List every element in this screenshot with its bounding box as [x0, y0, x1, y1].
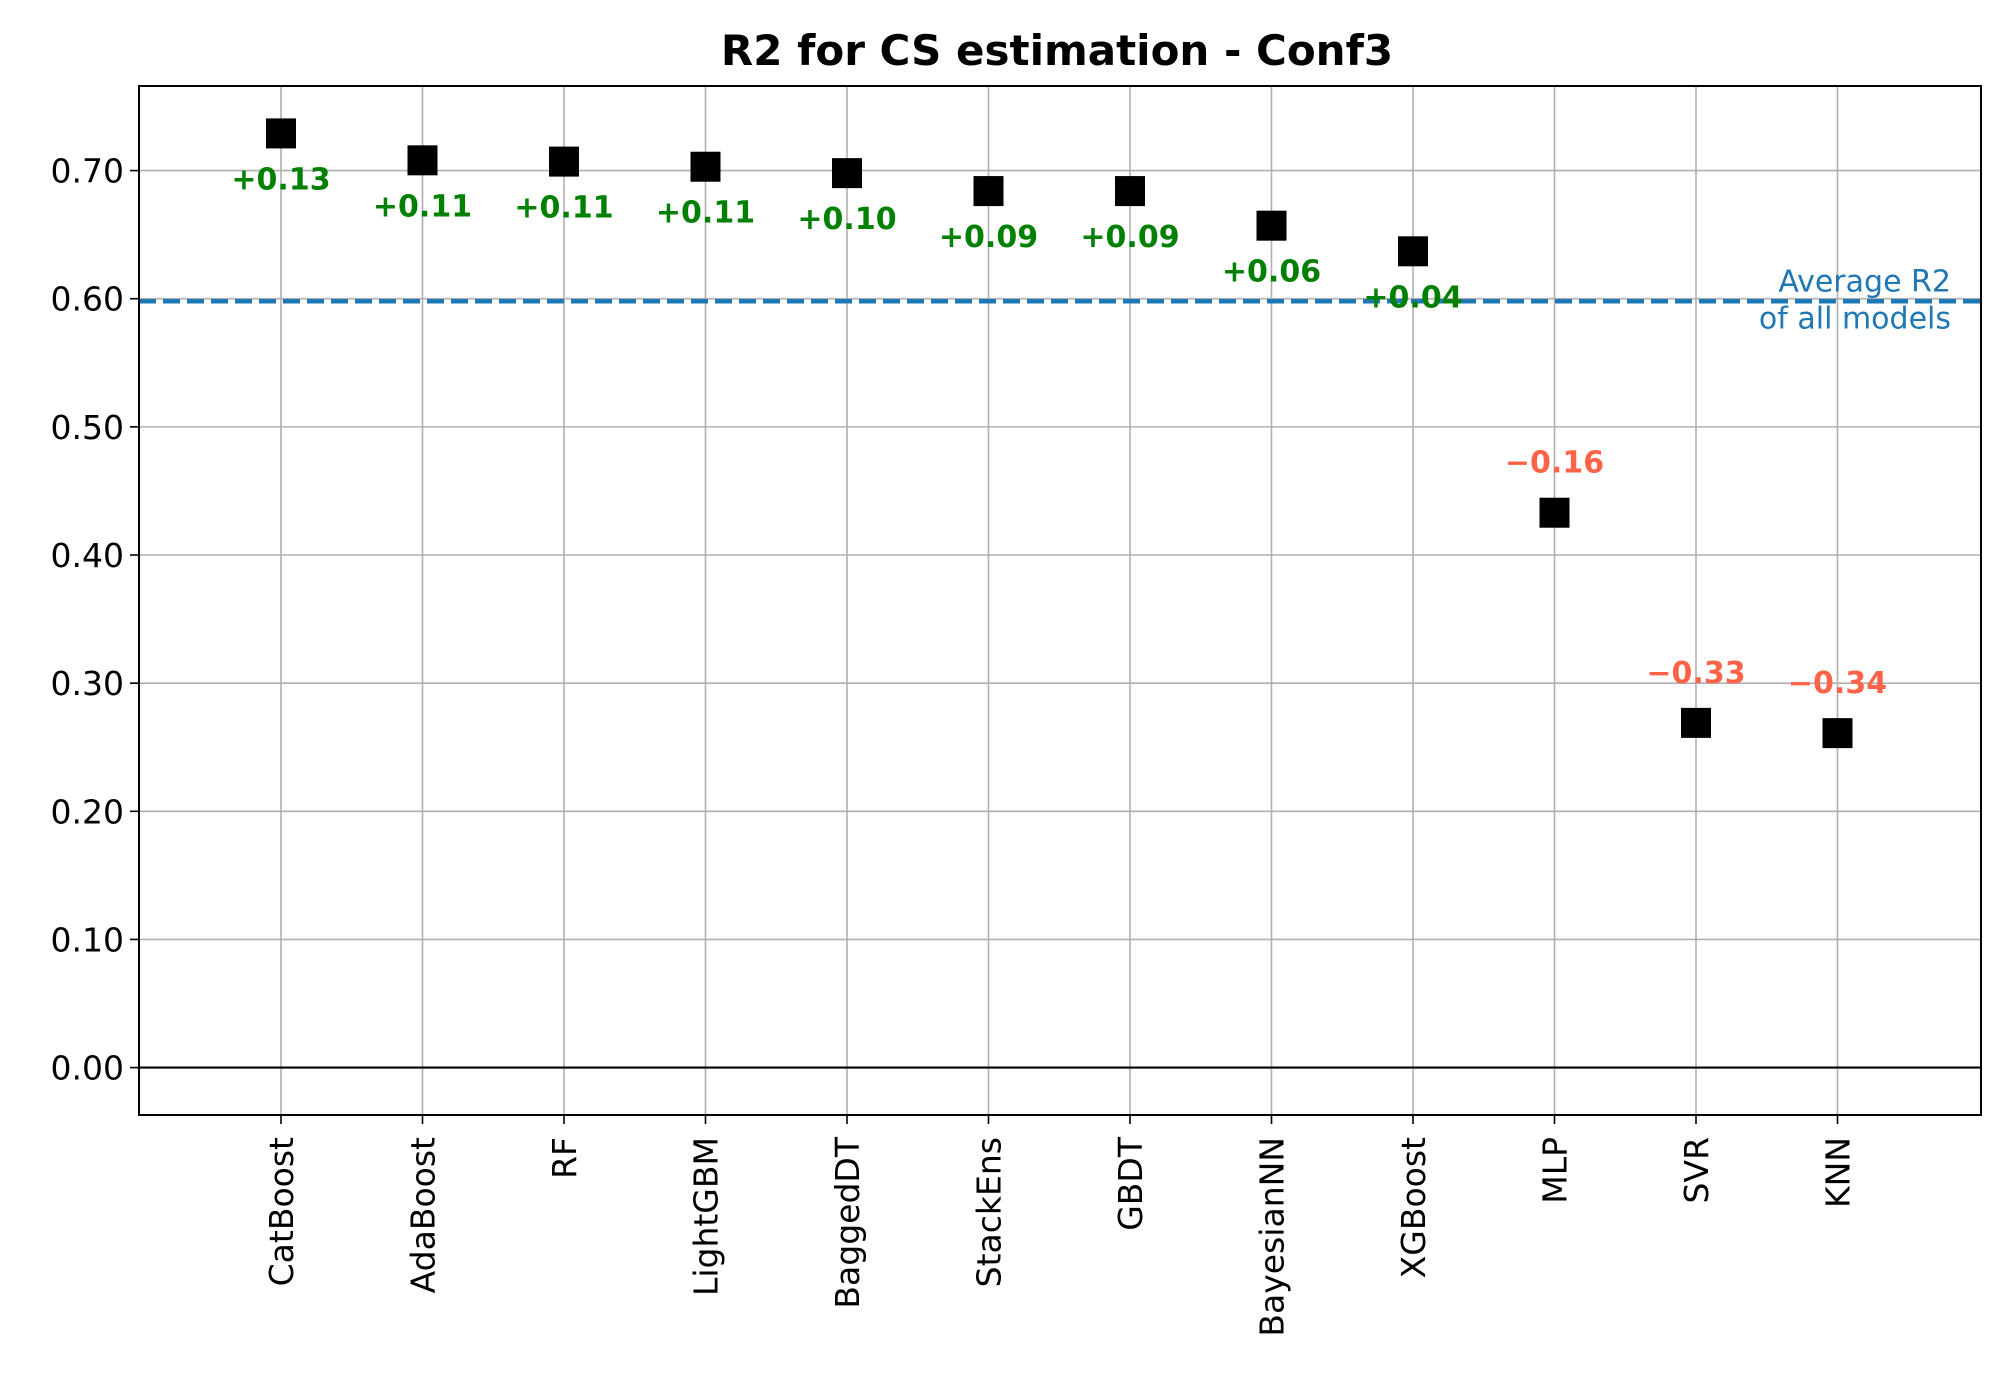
chart-title: R2 for CS estimation - Conf3: [721, 26, 1393, 75]
x-tick-label: GBDT: [1111, 1136, 1150, 1231]
x-tick-label: BayesianNN: [1253, 1137, 1292, 1337]
data-point: [973, 176, 1004, 207]
data-point: [1681, 707, 1711, 738]
x-tick-label: BaggedDT: [828, 1136, 867, 1308]
data-label: +0.13: [231, 162, 330, 197]
data-point: [1822, 718, 1853, 749]
y-tick-label: 0.70: [51, 152, 124, 191]
data-point: [1256, 210, 1287, 241]
data-label: −0.16: [1505, 446, 1604, 481]
data-point: [266, 118, 296, 149]
data-point: [549, 146, 579, 177]
y-tick-label: 0.40: [51, 536, 124, 575]
data-label: +0.11: [656, 196, 755, 231]
y-tick-label: 0.00: [51, 1049, 124, 1088]
data-points: [266, 118, 1853, 749]
x-tick-label: LightGBM: [687, 1137, 726, 1296]
x-tick-label: CatBoost: [262, 1137, 301, 1286]
reference-lines: [139, 299, 1981, 1069]
data-point: [832, 158, 862, 189]
data-point: [1398, 236, 1428, 267]
y-tick-label: 0.60: [51, 280, 124, 319]
data-point: [407, 145, 438, 176]
data-point: [1115, 176, 1145, 207]
x-tick-label: KNN: [1819, 1137, 1858, 1208]
x-tick-label: XGBoost: [1394, 1137, 1433, 1278]
data-label: +0.04: [1363, 280, 1462, 315]
data-label: +0.09: [939, 220, 1038, 255]
x-tick-label: SVR: [1677, 1137, 1716, 1203]
x-tick-label: RF: [545, 1137, 584, 1179]
plot-frame: [138, 85, 1982, 1116]
y-tick-label: 0.10: [51, 920, 124, 959]
x-tick-label: AdaBoost: [404, 1137, 443, 1293]
data-label: +0.10: [797, 202, 896, 237]
data-label: −0.33: [1646, 656, 1745, 691]
data-label: −0.34: [1788, 666, 1887, 701]
average-line-label: Average R2: [1778, 264, 1951, 299]
data-label: +0.09: [1080, 220, 1179, 255]
data-label: +0.06: [1222, 255, 1321, 290]
data-label: +0.11: [373, 189, 472, 224]
y-tick-label: 0.20: [51, 792, 124, 831]
grid: [139, 86, 1981, 1115]
y-tick-label: 0.30: [51, 664, 124, 703]
data-point: [1539, 497, 1570, 528]
y-tick-label: 0.50: [51, 408, 124, 447]
x-tick-label: StackEns: [970, 1137, 1009, 1287]
data-label: +0.11: [514, 191, 613, 226]
data-point: [690, 151, 721, 182]
x-tick-label: MLP: [1536, 1137, 1575, 1204]
average-line-label: of all models: [1759, 301, 1951, 336]
axes: 0.00 0.10 0.20 0.30 0.40 0.50 0.60 0.70 CatBoost…: [51, 85, 1982, 1337]
